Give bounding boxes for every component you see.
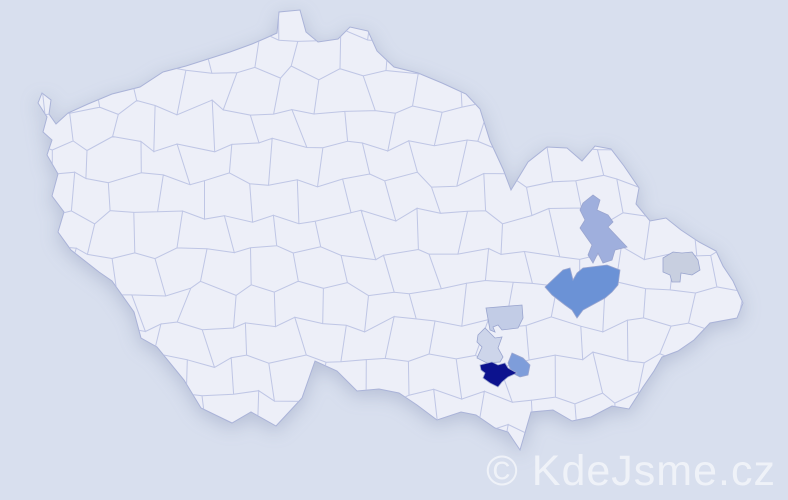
highlighted-district-region-far-east-gray[interactable] bbox=[662, 251, 701, 283]
highlighted-district-region-central-light[interactable] bbox=[485, 304, 524, 333]
highlighted-district-region-east-large[interactable] bbox=[544, 264, 621, 319]
highlighted-district-region-south-dark[interactable] bbox=[479, 361, 518, 388]
highlighted-district-region-central-pale[interactable] bbox=[476, 327, 504, 364]
country-outline bbox=[37, 9, 744, 452]
highlighted-district-region-northeast-bird[interactable] bbox=[579, 194, 628, 264]
